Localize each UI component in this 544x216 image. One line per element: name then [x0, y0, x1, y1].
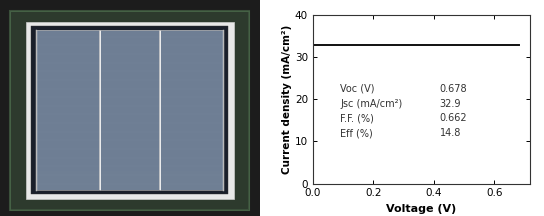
FancyBboxPatch shape — [10, 11, 249, 210]
Text: Jsc (mA/cm²): Jsc (mA/cm²) — [340, 98, 402, 109]
Text: 32.9: 32.9 — [440, 98, 461, 109]
Text: 14.8: 14.8 — [440, 128, 461, 138]
Text: F.F. (%): F.F. (%) — [340, 113, 374, 123]
X-axis label: Voltage (V): Voltage (V) — [386, 204, 457, 214]
Text: 0.678: 0.678 — [440, 84, 467, 94]
Text: Eff (%): Eff (%) — [340, 128, 373, 138]
FancyBboxPatch shape — [0, 0, 259, 216]
Text: 0.662: 0.662 — [440, 113, 467, 123]
FancyBboxPatch shape — [31, 26, 228, 194]
FancyBboxPatch shape — [36, 30, 223, 190]
Y-axis label: Current density (mA/cm²): Current density (mA/cm²) — [282, 25, 292, 174]
FancyBboxPatch shape — [26, 22, 234, 199]
Text: Voc (V): Voc (V) — [340, 84, 374, 94]
